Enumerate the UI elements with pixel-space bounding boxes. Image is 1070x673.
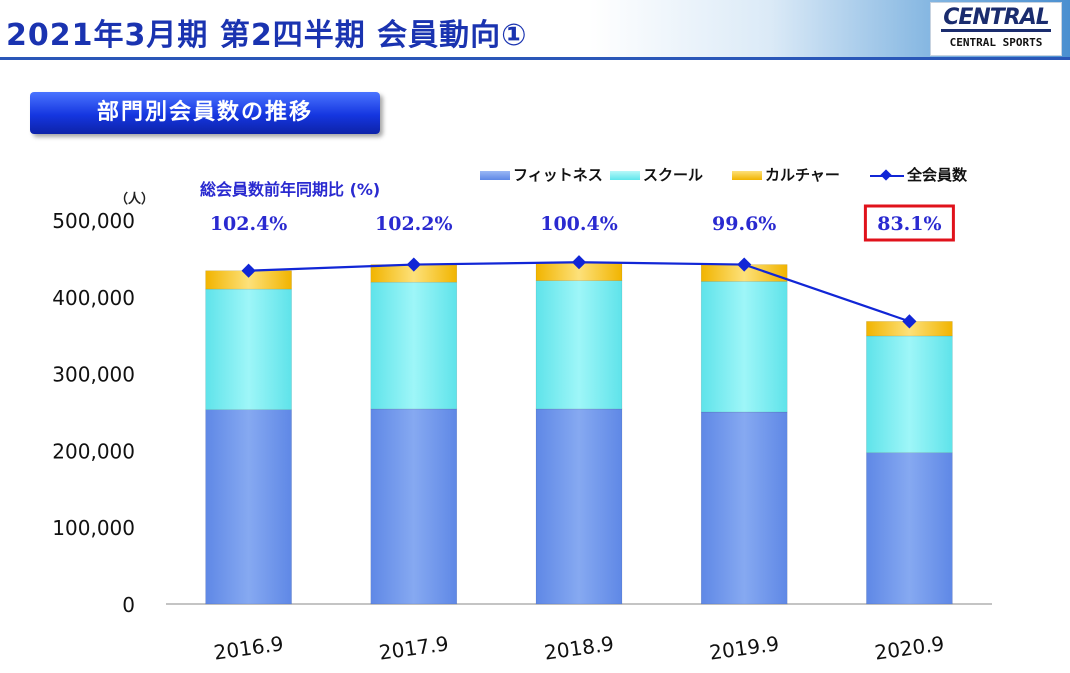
header-bar [0, 0, 1070, 60]
legend-label-total: 全会員数 [907, 166, 968, 184]
legend-item-culture: カルチャー [732, 164, 840, 185]
yoy-label: 102.4% [210, 213, 288, 235]
x-tick-label: 2017.9 [377, 631, 450, 665]
logo-text: CENTRAL SPORTS [949, 36, 1043, 49]
bar-school [866, 335, 953, 453]
x-tick-label: 2020.9 [873, 631, 946, 665]
legend-item-total: 全会員数 [870, 164, 967, 185]
total-members-point [737, 257, 752, 272]
page-title: 2021年3月期 第2四半期 会員動向① [6, 18, 528, 53]
bar-school [700, 281, 788, 413]
legend-item-school: スクール [610, 164, 703, 185]
yoy-highlight-box [863, 204, 955, 242]
y-tick-label: 500,000 [52, 209, 135, 233]
company-logo: CENTRAL CENTRAL SPORTS [930, 2, 1062, 56]
logo-mark: CENTRAL [937, 5, 1055, 32]
yoy-label: 102.2% [375, 213, 453, 235]
total-members-point [241, 263, 256, 278]
bar-fitness [700, 411, 788, 605]
legend-swatch-fitness [480, 171, 510, 180]
yoy-label: 100.4% [540, 213, 618, 235]
y-tick-label: 400,000 [52, 286, 135, 310]
header-divider [0, 57, 1070, 60]
y-tick-label: 0 [122, 593, 135, 617]
yoy-label: 83.1% [877, 213, 941, 235]
legend-line-total [870, 170, 904, 182]
bar-fitness [370, 408, 458, 605]
y-tick-label: 200,000 [52, 439, 135, 463]
y-tick-label: 300,000 [52, 363, 135, 387]
section-heading: 部門別会員数の推移 [30, 92, 380, 134]
bar-fitness [866, 452, 953, 605]
bar-school [370, 281, 458, 410]
legend-item-fitness: フィットネス [480, 164, 603, 185]
x-tick-label: 2019.9 [708, 631, 781, 665]
bar-fitness [205, 409, 292, 605]
yoy-label: 99.6% [712, 213, 776, 235]
y-tick-label: 100,000 [52, 516, 135, 540]
legend-swatch-school [610, 171, 640, 180]
legend-swatch-culture [732, 171, 762, 180]
total-members-point [902, 314, 917, 329]
x-tick-label: 2018.9 [543, 631, 616, 665]
bar-fitness [535, 408, 623, 605]
yoy-title: 総会員数前年同期比 (%) [200, 180, 381, 199]
y-axis-unit: （人） [115, 192, 155, 207]
total-members-point [406, 257, 421, 272]
legend-label-culture: カルチャー [765, 166, 840, 184]
legend-label-fitness: フィットネス [513, 166, 603, 184]
total-members-point [571, 255, 587, 270]
x-tick-label: 2016.9 [212, 631, 285, 665]
bar-school [205, 288, 292, 410]
legend-label-school: スクール [643, 166, 704, 184]
bar-school [535, 280, 623, 410]
